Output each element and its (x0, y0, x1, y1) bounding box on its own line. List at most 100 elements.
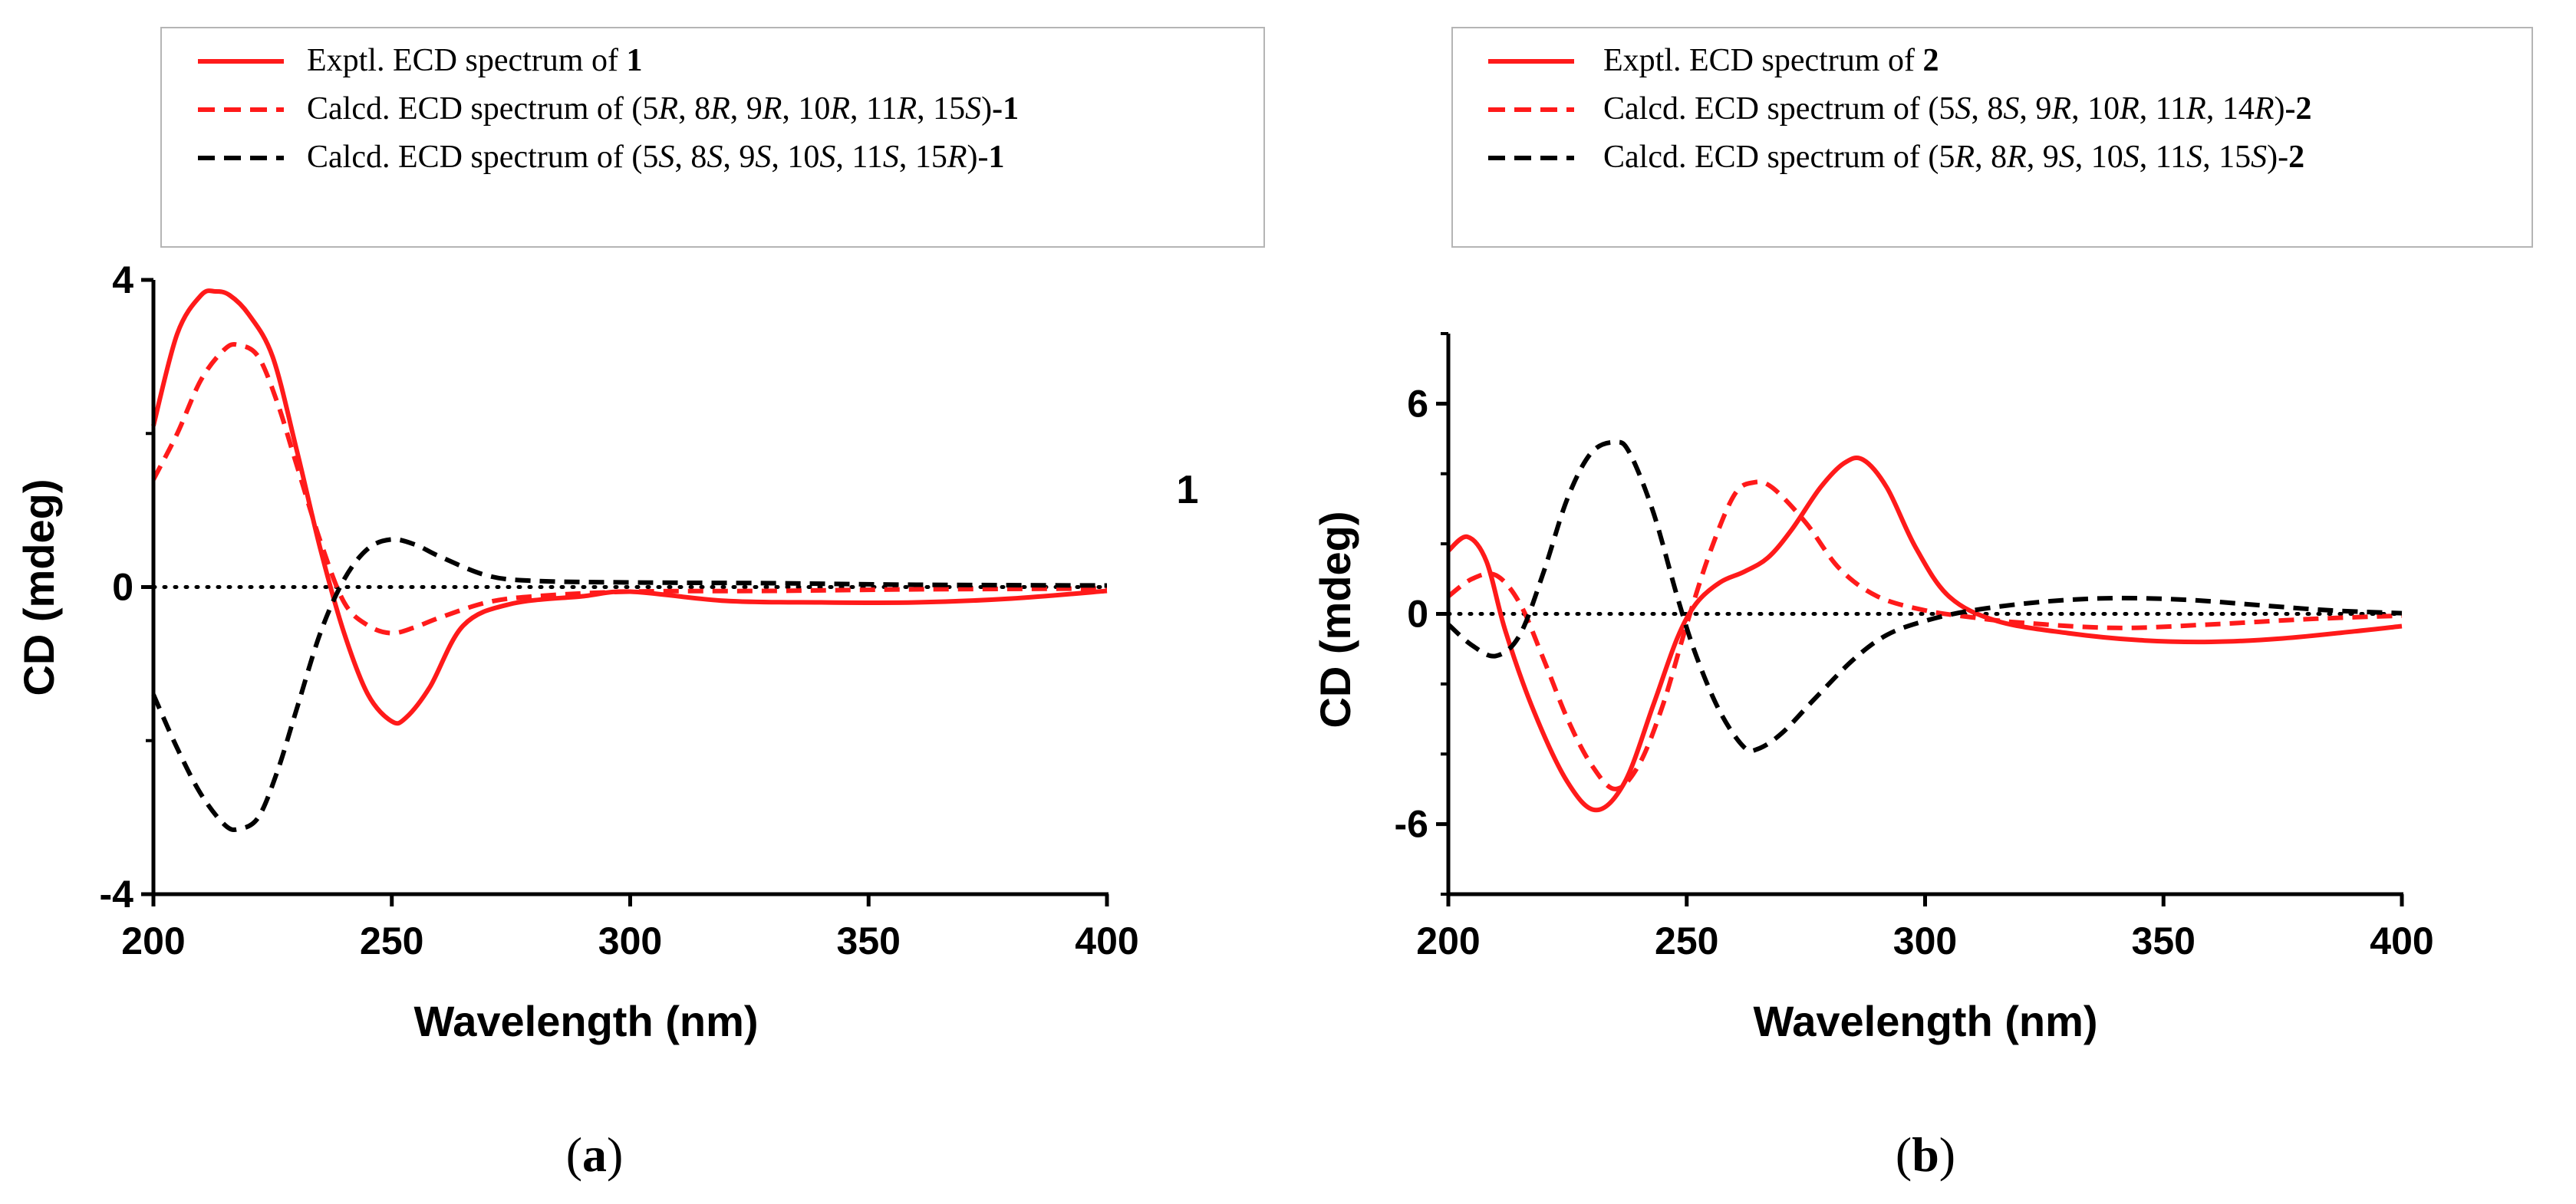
legend-b-box (1451, 27, 2533, 248)
legend-b-label-0-part-0: 2 (1922, 43, 1939, 78)
legend-b-label-1-part-7: R (2119, 91, 2140, 127)
legend-b-label-1-prefix: Calcd. ECD spectrum of (1603, 91, 1928, 127)
legend-b-label-2-part-1: R (1954, 140, 1975, 175)
legend-a-label-1-part-13: -1 (992, 91, 1019, 127)
legend-b-label-2-part-4: , 9 (2027, 140, 2059, 175)
legend-a-label-0-part-0: 1 (626, 43, 642, 78)
legend-a-label-2-part-13: 1 (989, 140, 1005, 175)
legend-b-label-2-part-0: (5 (1928, 140, 1955, 175)
chart-b-xtick-label-4: 400 (2370, 919, 2433, 962)
chart-a-ticks: 200 250 300 350 400 -4 0 4 (100, 258, 1139, 962)
legend-a-label-2-part-3: S (707, 140, 723, 175)
legend-b-label-1-part-2: , 8 (1971, 91, 2003, 127)
chart-b-xtick-label-2: 300 (1893, 919, 1957, 962)
chart-b-series-1 (1447, 479, 2403, 791)
chart-a: 200 250 300 350 400 -4 0 4 Wavelength (nm) CD (… (15, 258, 1139, 1045)
legend-b-label-2: Calcd. ECD spectrum of (5R, 8R, 9S, 10S,… (1603, 140, 2304, 175)
chart-b-series (1446, 439, 2403, 813)
legend-a-label-1-part-6: , 10 (782, 91, 830, 127)
chart-b-ytick-label-1: 0 (1407, 593, 1428, 636)
legend-a-label-2-part-9: S (883, 140, 899, 175)
legend-a-label-1-prefix: Calcd. ECD spectrum of (307, 91, 631, 127)
legend-b-label-2-part-5: S (2059, 140, 2075, 175)
legend-b-label-1-part-1: S (1955, 91, 1971, 127)
legend-a-label-2-part-5: S (755, 140, 771, 175)
chart-a-series-1 (151, 341, 1108, 636)
panel-label-b: (b) (1896, 1127, 1955, 1182)
chart-a-ytick-label-1: 0 (112, 566, 133, 609)
legend-b-label-0: Exptl. ECD spectrum of 2 (1603, 43, 1939, 78)
chart-b-xtick-label-0: 200 (1416, 919, 1480, 962)
chart-b-ytick-label-0: -6 (1395, 803, 1428, 846)
legend-a: Exptl. ECD spectrum of 1 Calcd. ECD spect… (160, 27, 1265, 248)
panel-label-a-open: ( (566, 1127, 582, 1182)
legend-a-label-2-part-2: , 8 (674, 140, 707, 175)
chart-a-series-2 (151, 537, 1108, 833)
legend-a-label-2: Calcd. ECD spectrum of (5S, 8S, 9S, 10S,… (307, 140, 1005, 175)
legend-b-label-2-part-7: S (2123, 140, 2140, 175)
legend-b-label-2-prefix: Calcd. ECD spectrum of (1603, 140, 1928, 175)
panel-b: Exptl. ECD spectrum of 2 Calcd. ECD spect… (1311, 27, 2533, 1182)
legend-b-label-1-part-11: R (2254, 91, 2275, 127)
chart-b-xtick-label-3: 350 (2132, 919, 2196, 962)
legend-a-label-2-part-7: S (819, 140, 835, 175)
chart-a-xtick-label-1: 250 (360, 919, 423, 962)
legend-a-label-1-part-8: , 11 (850, 91, 897, 127)
legend-a-label-1-part-7: R (829, 91, 850, 127)
legend-b-label-2-part-3: R (2006, 140, 2027, 175)
chart-a-xtick-label-0: 200 (121, 919, 185, 962)
legend-b-label-2-part-2: , 8 (1975, 140, 2007, 175)
chart-a-ytick-label-2: 4 (112, 258, 133, 301)
legend-b-label-1-part-12: ) (2274, 91, 2284, 127)
legend-a-label-1-part-3: R (710, 91, 730, 127)
panel-label-a-letter: a (582, 1127, 607, 1182)
chart-b-xlabel: Wavelength (nm) (1753, 997, 2097, 1045)
chart-b-xtick-label-1: 250 (1655, 919, 1718, 962)
legend-a-box (160, 27, 1265, 248)
legend-a-label-1-part-0: (5 (631, 91, 658, 127)
legend-b-label-2-part-11: S (2251, 140, 2267, 175)
compound-mark-1: 1 (1177, 468, 1199, 512)
legend-a-label-1-part-4: , 9 (730, 91, 763, 127)
legend-a-entries: Exptl. ECD spectrum of 1 Calcd. ECD spect… (198, 43, 1019, 175)
legend-a-label-1: Calcd. ECD spectrum of (5R, 8R, 9R, 10R,… (307, 91, 1019, 127)
legend-a-label-0: Exptl. ECD spectrum of 1 (307, 43, 642, 78)
legend-a-label-1-part-2: , 8 (678, 91, 710, 127)
chart-a-xlabel: Wavelength (nm) (413, 997, 758, 1045)
chart-a-xtick-label-3: 350 (837, 919, 901, 962)
legend-b-label-1-part-10: , 14 (2206, 91, 2255, 127)
panel-label-b-open: ( (1896, 1127, 1912, 1182)
chart-a-xtick-label-4: 400 (1075, 919, 1138, 962)
legend-a-label-2-part-11: R (947, 140, 967, 175)
legend-a-label-2-part-12: )- (967, 140, 989, 175)
chart-a-ylabel: CD (mdeg) (15, 479, 63, 696)
legend-b-label-2-part-8: , 11 (2140, 140, 2186, 175)
legend-a-label-2-prefix: Calcd. ECD spectrum of (307, 140, 631, 175)
legend-b-label-1: Calcd. ECD spectrum of (5S, 8S, 9R, 10R,… (1603, 91, 2311, 127)
legend-a-label-2-part-8: , 11 (835, 140, 882, 175)
legend-b-label-0-prefix: Exptl. ECD spectrum of (1603, 43, 1922, 78)
legend-a-label-1-part-5: R (762, 91, 782, 127)
chart-a-xtick-label-2: 300 (598, 919, 662, 962)
chart-b-series-0 (1446, 455, 2403, 813)
chart-b-series-2 (1446, 439, 2403, 754)
legend-a-label-2-part-6: , 10 (771, 140, 819, 175)
chart-b: 200 250 300 350 400 -6 0 6 Wavelength (nm) CD (… (1311, 332, 2434, 1045)
chart-a-ytick-label-0: -4 (100, 873, 134, 916)
legend-a-label-2-part-4: , 9 (723, 140, 755, 175)
panel-label-b-letter: b (1912, 1127, 1939, 1182)
legend-a-label-1-part-12: ) (981, 91, 992, 127)
chart-a-series (151, 288, 1108, 833)
legend-b-label-1-part-4: , 9 (2019, 91, 2051, 127)
chart-a-series-0 (151, 288, 1108, 726)
chart-b-ticks: 200 250 300 350 400 -6 0 6 (1395, 332, 2434, 962)
legend-b-label-1-part-3: S (2003, 91, 2019, 127)
legend-a-label-1-part-1: R (657, 91, 678, 127)
legend-b-label-1-part-0: (5 (1928, 91, 1955, 127)
legend-b-label-1-part-9: R (2186, 91, 2206, 127)
legend-a-label-1-part-10: , 15 (917, 91, 965, 127)
legend-b-label-1-part-6: , 10 (2071, 91, 2120, 127)
legend-b-label-1-part-8: , 11 (2140, 91, 2186, 127)
legend-b-label-2-part-12: )- (2267, 140, 2288, 175)
